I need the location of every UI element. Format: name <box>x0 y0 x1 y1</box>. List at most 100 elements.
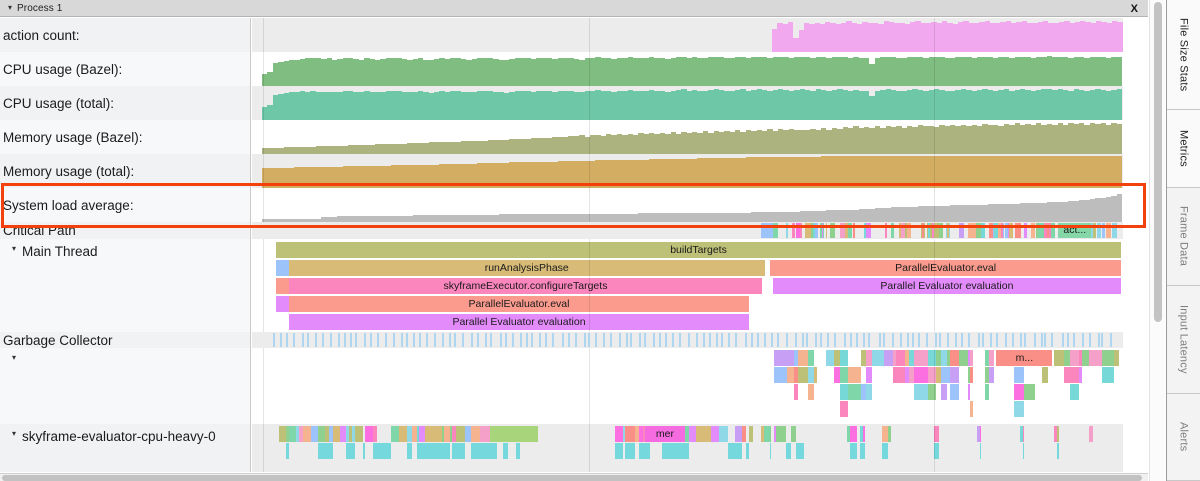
flame-slice[interactable] <box>619 426 623 442</box>
flame-slice[interactable] <box>946 367 950 383</box>
section-label[interactable]: ▾ Main Thread <box>0 239 251 332</box>
flame-slice[interactable] <box>518 443 521 459</box>
flame-slice[interactable] <box>1078 367 1082 383</box>
flame-slice[interactable] <box>884 350 893 366</box>
flame-slice[interactable] <box>465 426 472 442</box>
flame-slice[interactable] <box>625 443 635 459</box>
flame-slice[interactable] <box>773 426 777 442</box>
flame-slice[interactable] <box>787 350 795 366</box>
gc-tick[interactable] <box>900 333 903 347</box>
gc-tick[interactable] <box>702 333 705 347</box>
critical-path-chip[interactable] <box>842 223 848 238</box>
flame-slice[interactable] <box>480 426 490 442</box>
flame-slice[interactable] <box>682 443 690 459</box>
section-row[interactable]: ▾ skyframe-evaluator-cpu-heavy-0 mer <box>0 424 1148 472</box>
critical-path-chip[interactable] <box>1097 223 1102 238</box>
flame-slice[interactable] <box>848 384 861 400</box>
critical-path-chip[interactable] <box>864 223 871 238</box>
flame-slice[interactable] <box>451 443 457 459</box>
side-tab-input-latency[interactable]: Input Latency <box>1167 286 1200 394</box>
gc-tick[interactable] <box>1051 333 1054 347</box>
flame-slice[interactable] <box>872 350 885 366</box>
flame-slice[interactable] <box>302 426 311 442</box>
flame-slice[interactable] <box>1078 350 1082 366</box>
gc-tick[interactable] <box>664 333 667 347</box>
track-row[interactable]: CPU usage (Bazel): <box>0 52 1148 86</box>
gc-tick[interactable] <box>834 333 837 347</box>
flame-slice[interactable] <box>979 426 981 442</box>
flame-slice[interactable] <box>299 426 303 442</box>
flame-slice[interactable] <box>967 367 971 383</box>
flame-slice[interactable]: Parallel Evaluator evaluation <box>288 314 750 330</box>
track-canvas[interactable] <box>262 18 1123 52</box>
flame-slice[interactable] <box>959 350 968 366</box>
critical-path-chip[interactable] <box>1001 223 1004 238</box>
critical-path-chip[interactable] <box>812 223 817 238</box>
flame-slice[interactable] <box>989 367 994 383</box>
gc-tick[interactable] <box>588 333 591 347</box>
horizontal-scrollbar-thumb[interactable] <box>2 475 1142 481</box>
flame-slice[interactable] <box>441 426 444 442</box>
flame-slice[interactable] <box>1070 384 1079 400</box>
critical-path-chip[interactable] <box>993 223 995 238</box>
flame-slice[interactable] <box>480 443 490 459</box>
flame-slice[interactable] <box>865 350 873 366</box>
gc-tick[interactable] <box>355 333 358 347</box>
gc-tick[interactable] <box>562 333 564 347</box>
flame-slice[interactable] <box>949 367 960 383</box>
gc-tick[interactable] <box>470 333 473 347</box>
flame-slice[interactable] <box>850 443 857 459</box>
flame-slice[interactable] <box>984 384 990 400</box>
gc-tick[interactable] <box>384 333 387 347</box>
flame-slice[interactable] <box>376 443 384 459</box>
gc-tick[interactable] <box>862 333 865 347</box>
flame-slice[interactable] <box>840 384 849 400</box>
gc-tick[interactable] <box>526 333 529 347</box>
critical-path-chip[interactable] <box>980 223 986 238</box>
critical-path-chip[interactable] <box>821 223 824 238</box>
critical-path-slice[interactable]: act... <box>1058 223 1092 238</box>
flame-slice[interactable] <box>328 443 334 459</box>
gc-tick[interactable] <box>279 333 282 347</box>
flame-slice[interactable] <box>860 384 866 400</box>
flame-slice[interactable] <box>914 367 928 383</box>
gc-tick[interactable] <box>955 333 958 347</box>
flame-slice[interactable] <box>407 426 413 442</box>
critical-path-chip[interactable] <box>959 223 964 238</box>
process-collapse-caret[interactable]: ▾ <box>8 3 13 12</box>
expand-caret[interactable]: ▾ <box>12 353 17 362</box>
flame-slice[interactable] <box>892 367 897 383</box>
flame-slice[interactable]: buildTargets <box>275 242 1122 258</box>
flame-slice[interactable] <box>949 384 960 400</box>
gc-tick[interactable] <box>1109 333 1112 347</box>
flame-slice[interactable] <box>424 443 434 459</box>
critical-path-chip[interactable] <box>845 223 848 238</box>
flame-slice[interactable] <box>970 401 974 417</box>
gc-tick[interactable] <box>708 333 711 347</box>
flame-slice[interactable] <box>275 260 289 276</box>
flame-slice[interactable] <box>863 426 865 442</box>
flame-slice[interactable] <box>949 350 960 366</box>
flame-slice[interactable] <box>625 426 635 442</box>
gc-tick[interactable] <box>763 333 766 347</box>
section-label[interactable]: Garbage Collector <box>0 332 251 348</box>
flame-slice[interactable] <box>1102 367 1115 383</box>
gc-tick[interactable] <box>301 333 304 347</box>
gc-tick[interactable] <box>934 333 937 347</box>
critical-path-chip[interactable] <box>1015 223 1021 238</box>
gc-tick[interactable] <box>370 333 373 347</box>
gc-tick[interactable] <box>1033 333 1036 347</box>
flame-slice[interactable] <box>471 443 481 459</box>
gc-tick[interactable] <box>1023 333 1026 347</box>
critical-path-chip[interactable] <box>904 223 908 238</box>
flame-slice[interactable] <box>735 443 743 459</box>
gc-tick[interactable] <box>462 333 465 347</box>
flame-slice[interactable] <box>1019 426 1023 442</box>
flame-slice[interactable] <box>794 384 799 400</box>
flame-slice[interactable] <box>933 426 939 442</box>
flame-slice[interactable] <box>769 443 772 459</box>
critical-path-chip[interactable] <box>906 223 911 238</box>
flame-slice[interactable] <box>412 426 418 442</box>
gc-tick[interactable] <box>499 333 502 347</box>
gc-tick[interactable] <box>868 333 871 347</box>
